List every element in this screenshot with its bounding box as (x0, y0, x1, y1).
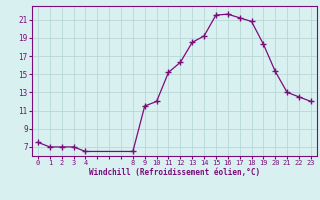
X-axis label: Windchill (Refroidissement éolien,°C): Windchill (Refroidissement éolien,°C) (89, 168, 260, 177)
